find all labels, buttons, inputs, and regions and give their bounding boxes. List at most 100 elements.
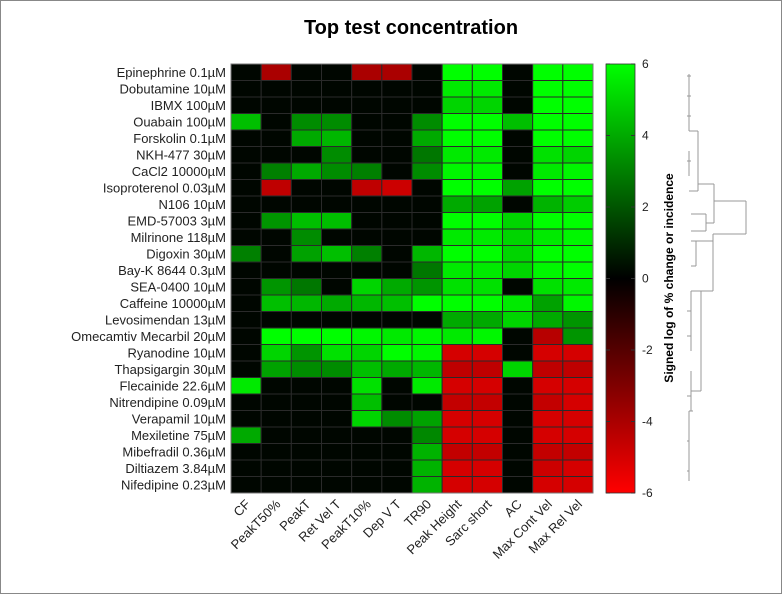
heatmap-cell	[532, 443, 564, 461]
heatmap-cell	[321, 113, 353, 131]
heatmap-cell	[290, 245, 323, 263]
heatmap-cell	[441, 179, 473, 197]
heatmap-cell	[321, 393, 353, 411]
heatmap-cell	[562, 278, 594, 296]
heatmap-cell	[260, 410, 292, 428]
heatmap-cell	[532, 261, 564, 279]
heatmap-cell	[441, 212, 473, 230]
heatmap-cell	[471, 146, 504, 164]
heatmap-cell	[290, 129, 323, 147]
heatmap-cell	[532, 245, 564, 263]
heatmap-cell	[381, 113, 413, 131]
heatmap-cell	[502, 410, 534, 428]
heatmap-cell	[532, 212, 564, 230]
heatmap-cell	[381, 195, 413, 213]
heatmap-cell	[290, 410, 323, 428]
heatmap-cell	[441, 129, 473, 147]
heatmap-cell	[381, 80, 413, 98]
heatmap-cell	[260, 228, 292, 246]
heatmap-cell	[230, 327, 262, 345]
heatmap-cell	[532, 327, 564, 345]
heatmap-cell	[381, 63, 413, 81]
heatmap-cell	[502, 459, 534, 477]
heatmap-cell	[532, 459, 564, 477]
heatmap-cell	[411, 410, 443, 428]
heatmap-cell	[260, 80, 292, 98]
heatmap-cell	[290, 212, 323, 230]
row-label: Omecamtiv Mecarbil 20µM	[71, 329, 226, 344]
heatmap-cell	[532, 476, 564, 494]
heatmap-cell	[411, 459, 443, 477]
heatmap-cell	[441, 113, 473, 131]
heatmap-cell	[260, 443, 292, 461]
heatmap-cell	[441, 443, 473, 461]
heatmap-cell	[411, 426, 443, 444]
heatmap-cell	[562, 360, 594, 378]
heatmap-cell	[562, 179, 594, 197]
heatmap-cell	[441, 162, 473, 180]
heatmap-cell	[230, 245, 262, 263]
heatmap-cell	[381, 311, 413, 329]
row-label: Ryanodine 10µM	[127, 345, 226, 360]
heatmap-cell	[471, 278, 504, 296]
heatmap-cell	[441, 327, 473, 345]
heatmap-cell	[562, 80, 594, 98]
heatmap-cell	[351, 393, 383, 411]
heatmap-cell	[411, 344, 443, 362]
heatmap-cell	[321, 459, 353, 477]
heatmap-cell	[532, 410, 564, 428]
heatmap-cell	[562, 459, 594, 477]
heatmap-cell	[441, 476, 473, 494]
heatmap-cell	[471, 212, 504, 230]
heatmap-cell	[230, 459, 262, 477]
heatmap-cell	[441, 426, 473, 444]
heatmap-cell	[562, 311, 594, 329]
heatmap-cell	[562, 476, 594, 494]
heatmap-cell	[441, 96, 473, 114]
heatmap-cell	[321, 360, 353, 378]
heatmap-cell	[230, 410, 262, 428]
heatmap-cell	[381, 459, 413, 477]
colorbar-tick-label: 4	[642, 129, 649, 143]
colorbar-tick-label: -2	[642, 343, 653, 357]
heatmap-cell	[532, 278, 564, 296]
heatmap-cell	[471, 80, 504, 98]
heatmap-cell	[381, 278, 413, 296]
heatmap-cell	[502, 179, 534, 197]
heatmap-cell	[502, 393, 534, 411]
heatmap-cell	[562, 96, 594, 114]
heatmap-cell	[441, 80, 473, 98]
heatmap-cell	[471, 63, 504, 81]
heatmap-cell	[230, 146, 262, 164]
heatmap-cell	[260, 459, 292, 477]
heatmap-cell	[502, 212, 534, 230]
heatmap-cell	[260, 311, 292, 329]
row-label: Epinephrine 0.1µM	[117, 65, 226, 80]
heatmap-cell	[381, 162, 413, 180]
heatmap-cell	[562, 443, 594, 461]
row-label: NKH-477 30µM	[136, 147, 226, 162]
heatmap-cell	[381, 344, 413, 362]
heatmap-cell	[321, 179, 353, 197]
heatmap-cell	[351, 245, 383, 263]
heatmap-cell	[351, 228, 383, 246]
heatmap-cell	[381, 426, 413, 444]
heatmap-cell	[411, 294, 443, 312]
heatmap-cell	[290, 261, 323, 279]
column-label: CF	[230, 496, 253, 519]
heatmap-cell	[441, 245, 473, 263]
heatmap-cell	[562, 327, 594, 345]
heatmap-cell	[290, 96, 323, 114]
heatmap-cell	[321, 278, 353, 296]
heatmap-cell	[532, 162, 564, 180]
heatmap-cell	[441, 360, 473, 378]
heatmap-cell	[260, 261, 292, 279]
heatmap-cell	[502, 195, 534, 213]
heatmap-cell	[230, 113, 262, 131]
heatmap-cell	[381, 443, 413, 461]
heatmap-cell	[532, 294, 564, 312]
heatmap-cell	[471, 327, 504, 345]
heatmap-cell	[502, 443, 534, 461]
heatmap-cell	[321, 195, 353, 213]
